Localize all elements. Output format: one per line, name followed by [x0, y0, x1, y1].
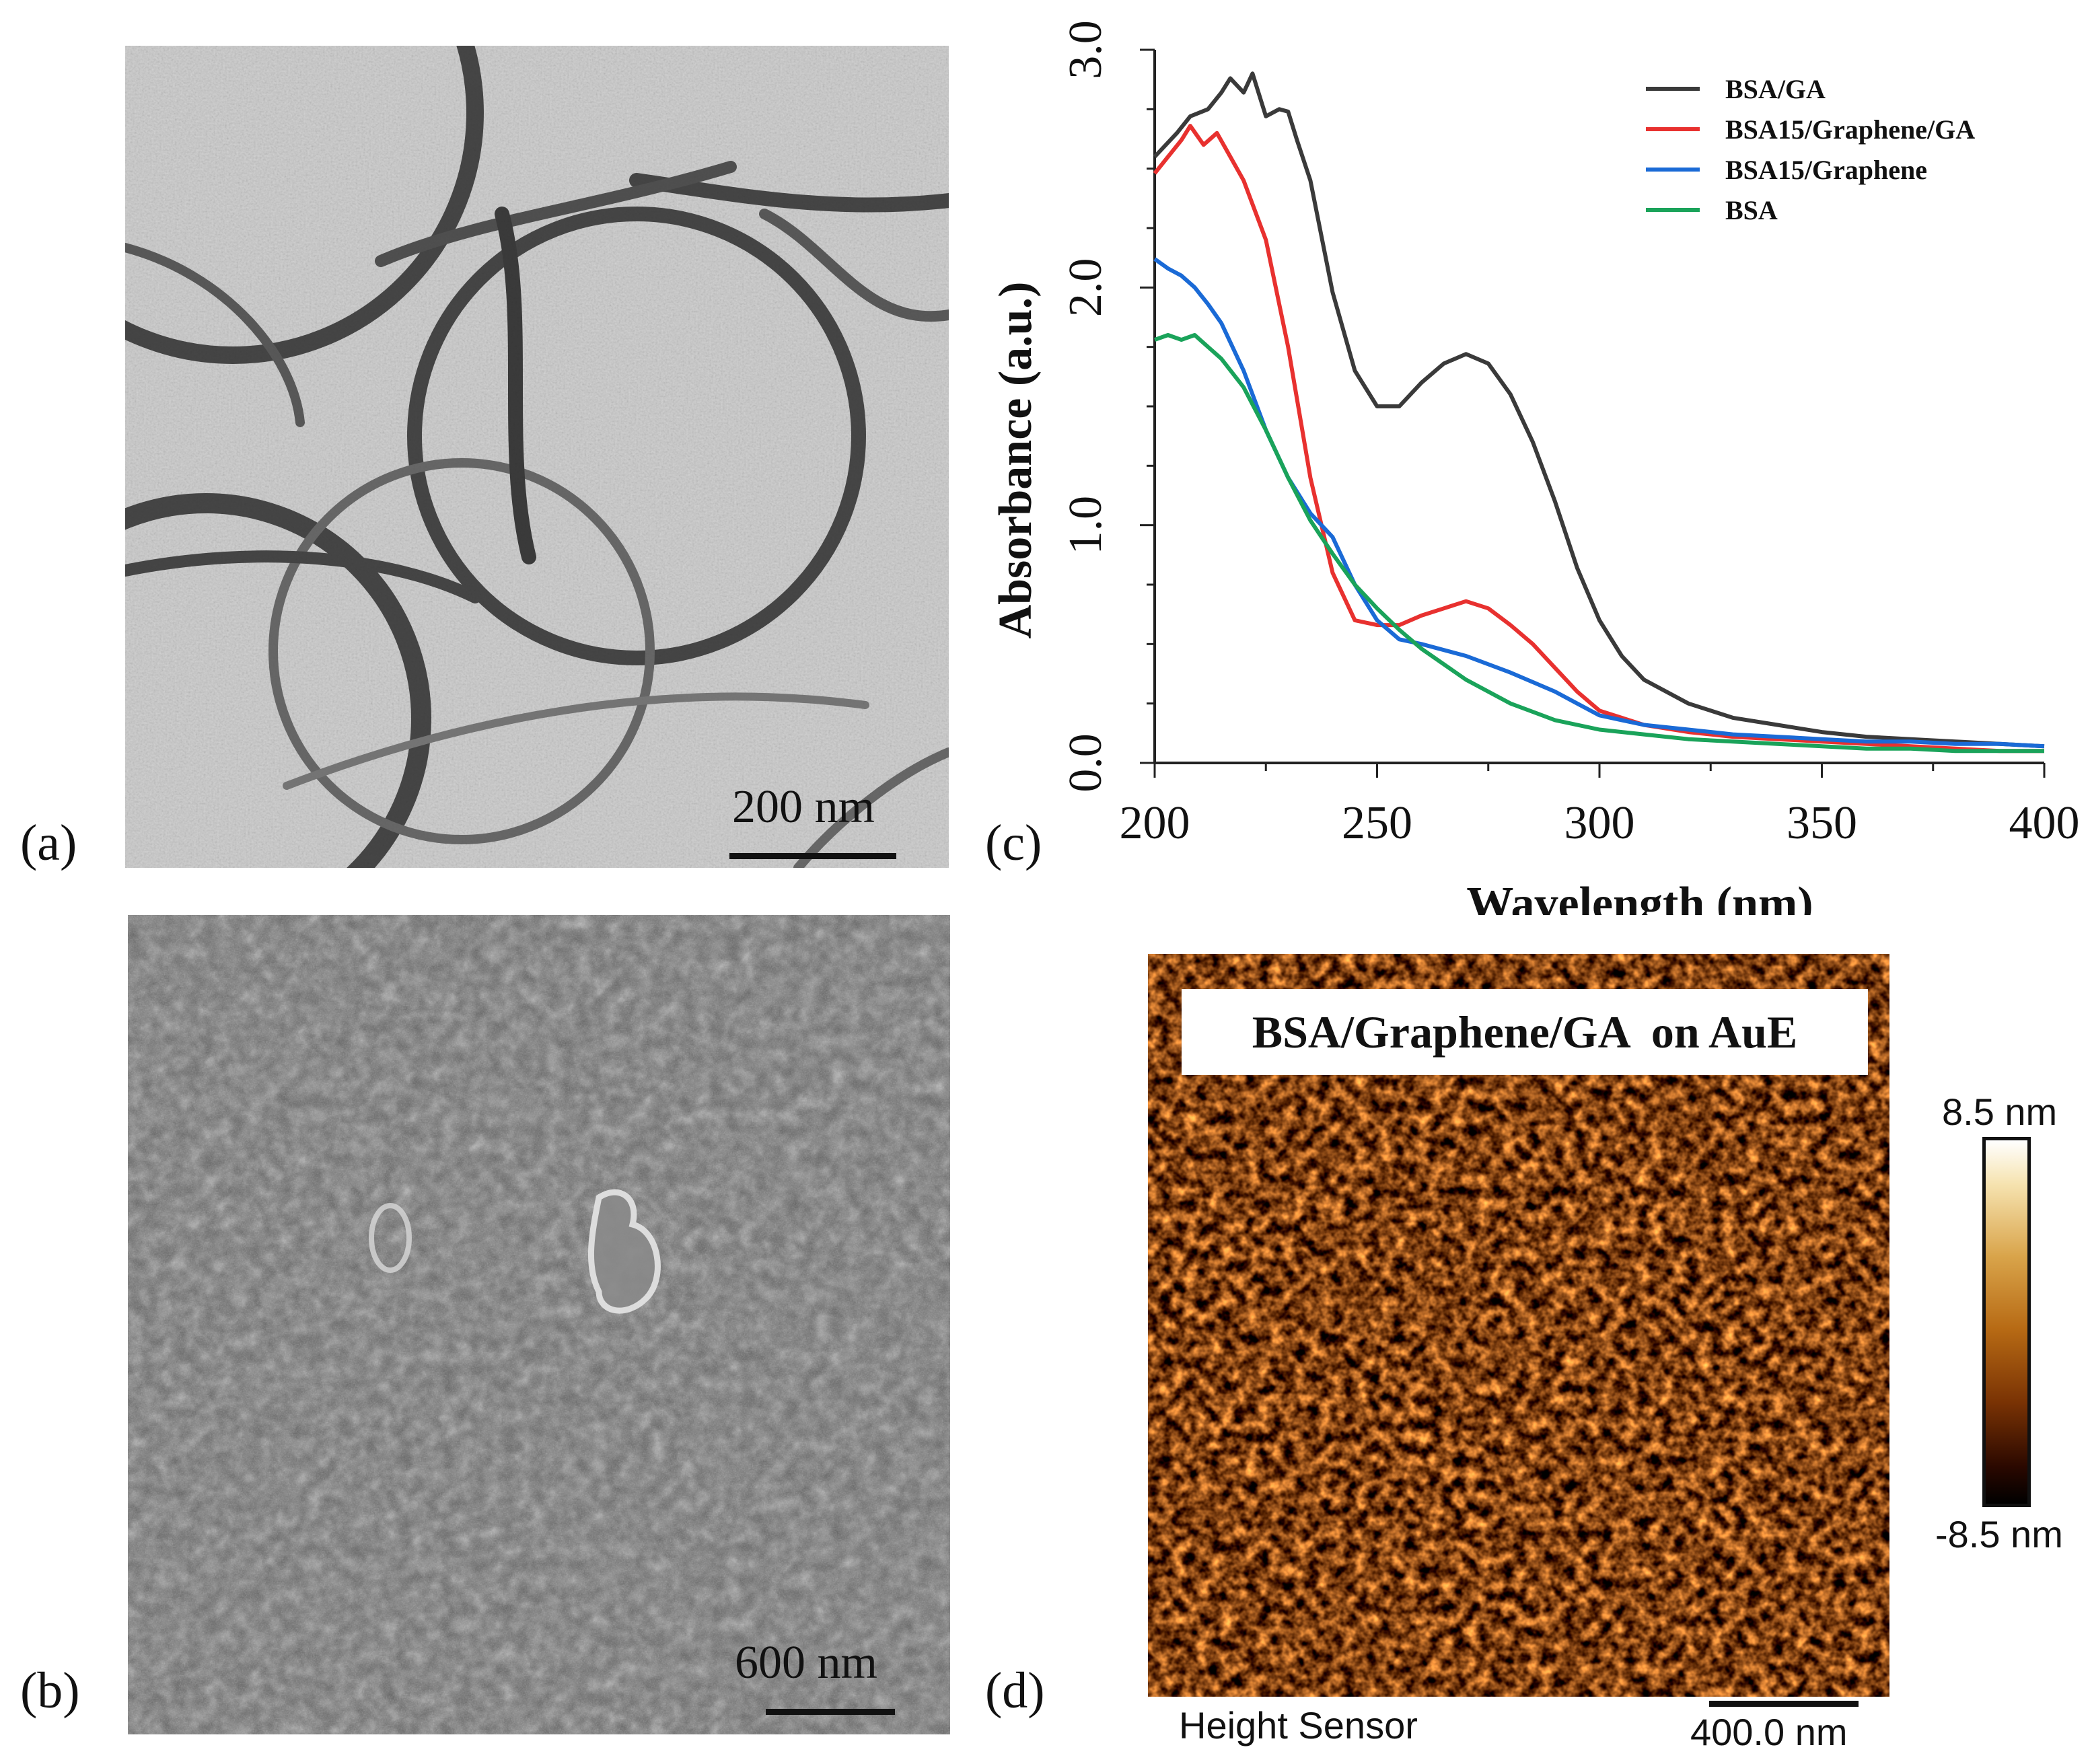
sem-micrograph — [128, 915, 950, 1734]
x-tick-label: 200 — [1120, 797, 1190, 849]
x-tick-label: 400 — [2009, 797, 2080, 849]
legend-entry: BSA — [1725, 195, 1778, 225]
y-axis-title: Absorbance (a.u.) — [990, 282, 1042, 639]
x-tick-label: 300 — [1564, 797, 1635, 849]
tem-micrograph — [125, 46, 949, 868]
afm-sensor-label: Height Sensor — [1179, 1704, 1418, 1747]
height-colorbar — [1982, 1137, 2031, 1507]
afm-height-map — [1148, 954, 1889, 1697]
afm-image-graphic — [1148, 954, 1889, 1697]
series-line-bsa-ga — [1153, 71, 2045, 749]
legend-entry: BSA15/Graphene — [1725, 155, 1927, 185]
x-tick-label: 250 — [1342, 797, 1412, 849]
colorbar-max-label: 8.5 nm — [1942, 1091, 2058, 1133]
scale-bar-label-a: 200 nm — [732, 781, 875, 833]
y-tick-label: 2.0 — [1060, 258, 1112, 318]
afm-sample-title: BSA/Graphene/GA on AuE — [1182, 989, 1868, 1075]
x-tick-label: 350 — [1787, 797, 1857, 849]
scale-bar-label-b: 600 nm — [735, 1637, 877, 1689]
y-tick-label: 3.0 — [1060, 20, 1112, 79]
series-line-bsa15-graphene-ga — [1153, 124, 2044, 754]
tem-image-graphic — [125, 46, 949, 868]
scale-bar-b — [766, 1709, 895, 1715]
series-line-bsa15-graphene — [1153, 257, 2045, 749]
scale-bar-a — [729, 853, 896, 859]
absorbance-chart: 200 250 300 350 400 0.0 1.0 2.0 3.0 Wavelength (n… — [990, 20, 2080, 915]
panel-label-d: (d) — [985, 1662, 1045, 1719]
sem-image-graphic — [128, 915, 950, 1734]
scale-bar-label-d: 400.0 nm — [1690, 1711, 1848, 1753]
series-line-bsa — [1153, 333, 2044, 754]
panel-label-c: (c) — [985, 815, 1042, 871]
scale-bar-d — [1709, 1701, 1859, 1707]
y-tick-label: 0.0 — [1060, 733, 1112, 793]
x-axis-title: Wavelength (nm) — [1466, 878, 1813, 915]
panel-label-a: (a) — [20, 815, 77, 871]
colorbar-min-label: -8.5 nm — [1935, 1513, 2063, 1555]
legend-entry: BSA/GA — [1725, 74, 1826, 104]
panel-label-b: (b) — [20, 1662, 80, 1719]
y-tick-label: 1.0 — [1060, 496, 1112, 555]
legend-entry: BSA15/Graphene/GA — [1725, 114, 1975, 145]
